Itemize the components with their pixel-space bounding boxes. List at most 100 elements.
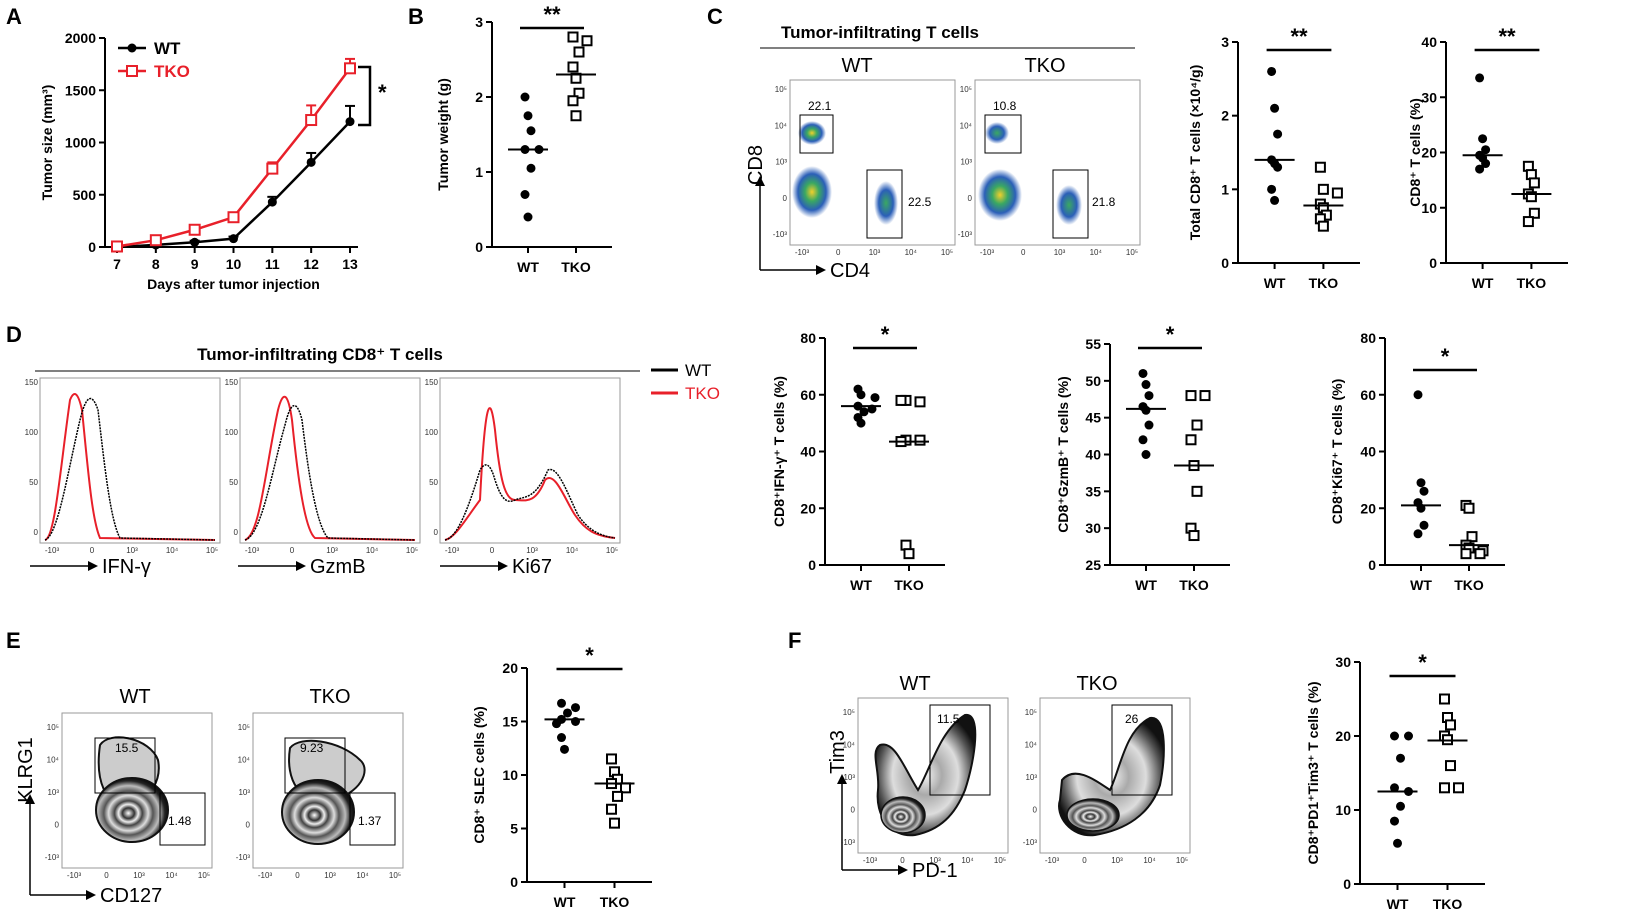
axis-label-e-klrg1: KLRG1 <box>15 737 37 803</box>
panel-label-d: D <box>6 322 22 347</box>
x-tick-label: 7 <box>113 256 121 272</box>
flow-xtick: -10³ <box>863 856 878 865</box>
wt-point <box>560 744 569 754</box>
gate-c-wt-cd8: 22.1 <box>808 99 832 113</box>
flow-plot-e-wt: 15.5 1.48 <box>61 712 213 869</box>
flow-ytick: 0 <box>55 821 60 830</box>
flow-xtick: 10³ <box>324 871 336 880</box>
histogram-xtick: 10⁴ <box>366 546 379 555</box>
significance-star: ** <box>543 2 561 27</box>
y-tick-label: 40 <box>800 444 816 460</box>
panel-c-wt-label: WT <box>841 55 872 77</box>
flow-xtick: 10³ <box>1054 248 1066 257</box>
y-axis-label: Total CD8⁺ T cells (×10⁴/g) <box>1187 65 1203 241</box>
histograms-d <box>39 377 621 544</box>
x-tick-label: TKO <box>1517 275 1547 291</box>
wt-point <box>1144 420 1154 430</box>
flow-xtick: 10⁴ <box>1143 856 1156 865</box>
tko-point <box>227 211 240 224</box>
pd1-tim3-chart: 0 10 20 30 WT TKO CD8⁺PD1⁺Tim3⁺ T cells (%) * <box>1305 650 1485 912</box>
significance-star: ** <box>1498 24 1516 49</box>
flow-ytick: -10³ <box>236 853 251 862</box>
significance-star: * <box>881 322 890 347</box>
y-tick-label: 3 <box>1221 34 1229 50</box>
flow-xtick: 0 <box>1021 248 1026 257</box>
axis-label-f-tim3: Tim3 <box>827 730 849 774</box>
y-tick-label: 35 <box>1085 483 1101 499</box>
y-tick-label: 0 <box>1368 557 1376 573</box>
panel-f-tko-label: TKO <box>1076 673 1117 695</box>
tko-point <box>188 223 201 236</box>
histogram-ytick: 0 <box>34 528 39 537</box>
tko-point <box>1528 207 1540 219</box>
flow-ytick: 10⁵ <box>238 723 250 732</box>
tko-point <box>1463 502 1475 514</box>
histogram-xtick: 0 <box>490 546 495 555</box>
flow-ytick: 10⁴ <box>238 756 251 765</box>
histogram-ytick: 100 <box>425 428 439 437</box>
wt-point <box>1144 391 1154 401</box>
gate-c-tko-cd8: 10.8 <box>993 99 1017 113</box>
flow-ytick: 0 <box>851 806 856 815</box>
flow-ytick: 10⁴ <box>775 121 788 130</box>
wt-point <box>1138 435 1148 445</box>
tko-point <box>1191 419 1203 431</box>
wt-point <box>526 126 536 136</box>
wt-point <box>1481 145 1491 155</box>
flow-ytick: -10³ <box>841 838 856 847</box>
tko-point <box>567 95 579 107</box>
significance-star: * <box>1166 322 1175 347</box>
gate-f-tko: 26 <box>1125 712 1139 726</box>
flow-ytick: 10³ <box>843 773 855 782</box>
y-tick-label: 0 <box>1221 255 1229 271</box>
legend-wt-label: WT <box>154 39 181 58</box>
gate-c-tko-cd4: 21.8 <box>1092 195 1116 209</box>
flow-ytick: -10³ <box>1023 838 1038 847</box>
tko-point <box>581 35 593 47</box>
y-tick-label: 0 <box>475 239 483 255</box>
tumor-size-chart: 0 500 1000 1500 2000 7 8 9 10 11 12 13 Days after tu… <box>39 30 372 292</box>
flow-xtick: 0 <box>900 856 905 865</box>
y-tick-label: 15 <box>502 714 518 730</box>
wt-point <box>520 190 530 199</box>
wt-point <box>1396 801 1405 811</box>
y-tick-label: 0 <box>808 557 816 573</box>
tko-point <box>573 46 585 58</box>
histogram-axes: IFN-γ GzmB Ki67 <box>30 556 552 578</box>
y-tick-label: 20 <box>800 500 816 516</box>
wt-point <box>557 698 566 708</box>
tko-point <box>612 790 623 802</box>
tko-point <box>903 548 915 560</box>
tko-point <box>1314 161 1326 173</box>
tko-point <box>1525 191 1537 203</box>
legend-d-wt: WT <box>685 361 711 380</box>
flow-ytick: 10⁵ <box>1025 708 1037 717</box>
histogram-xtick: 10⁴ <box>566 546 579 555</box>
y-tick-label: 2 <box>475 89 483 105</box>
flow-ytick: 0 <box>968 194 973 203</box>
wt-point <box>552 719 561 729</box>
flow-xtick: -10³ <box>795 248 810 257</box>
significance-star: * <box>1418 650 1427 675</box>
histogram-ytick: 150 <box>425 378 439 387</box>
histogram-ytick: 100 <box>25 428 39 437</box>
y-axis-label: CD8⁺ T cells (%) <box>1407 98 1423 207</box>
wt-point <box>1267 184 1277 194</box>
wt-point <box>229 234 238 244</box>
x-tick-label: TKO <box>600 894 630 910</box>
flow-ytick: 10³ <box>47 788 59 797</box>
total-cd8-chart: 0 1 2 3 WT TKO Total CD8⁺ T cells (×10⁴/g) ** <box>1187 24 1360 291</box>
legend-tko-marker <box>126 65 138 77</box>
x-tick-label: TKO <box>1433 896 1463 912</box>
wt-point <box>1138 368 1148 378</box>
tko-point <box>1331 187 1343 199</box>
tko-point <box>1522 216 1534 228</box>
marker-ifn: IFN-γ <box>102 556 151 578</box>
y-tick-label: 1500 <box>65 82 96 98</box>
y-tick-label: 40 <box>1085 447 1101 463</box>
x-tick-label: WT <box>1410 577 1432 593</box>
flow-xtick: 0 <box>104 871 109 880</box>
marker-gzmb: GzmB <box>310 556 366 578</box>
flow-ytick: 10⁴ <box>960 121 973 130</box>
